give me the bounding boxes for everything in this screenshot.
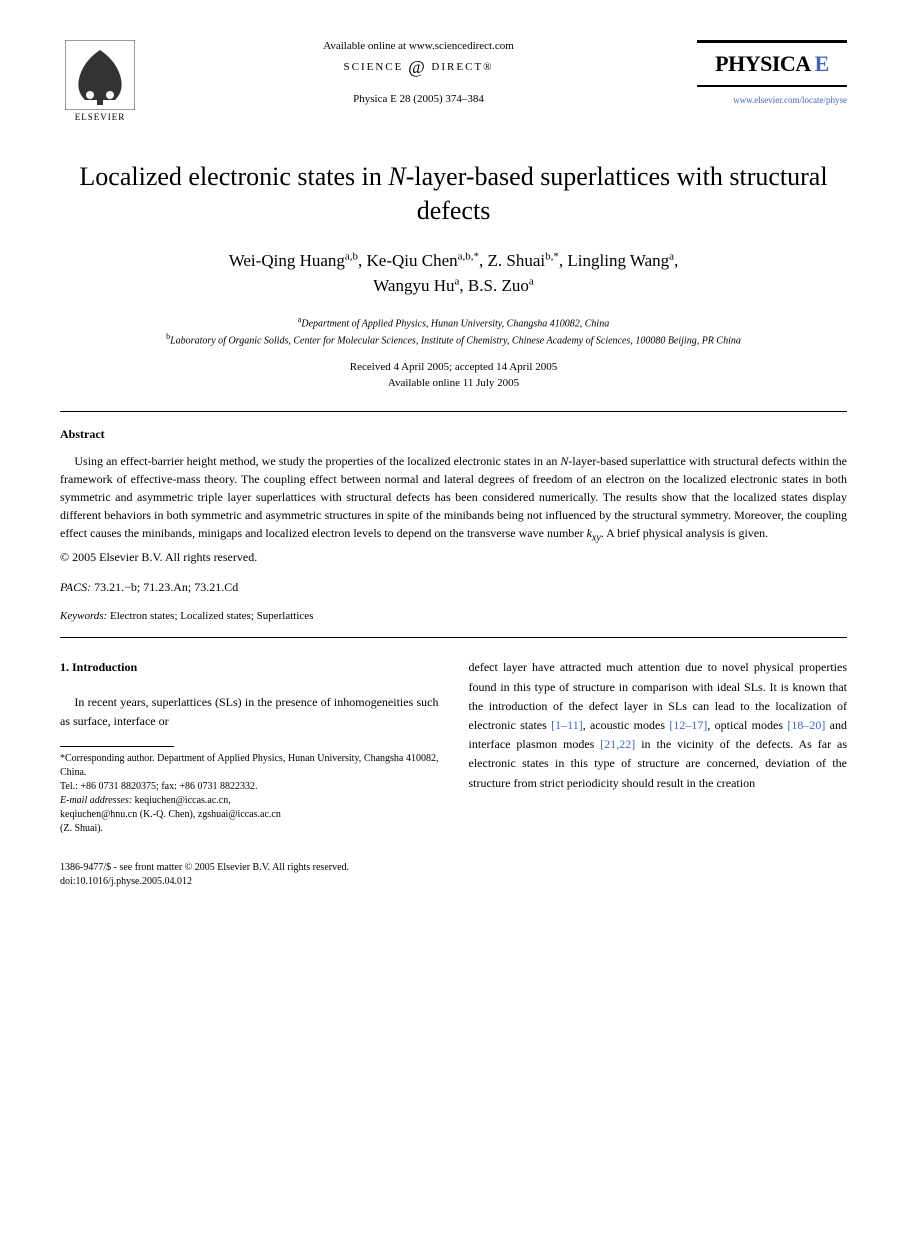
keywords-block: Keywords: Electron states; Localized sta… [60, 610, 847, 622]
keywords-values: Electron states; Localized states; Super… [107, 610, 313, 622]
sd-text-1: SCIENCE [344, 61, 404, 73]
pacs-label: PACS: [60, 580, 91, 594]
left-column: 1. Introduction In recent years, superla… [60, 658, 439, 836]
email-label: E-mail addresses: [60, 795, 132, 806]
author-1: Wei-Qing Huang [229, 251, 345, 270]
dates-block: Received 4 April 2005; accepted 14 April… [60, 360, 847, 391]
header-row: ELSEVIER Available online at www.science… [60, 40, 847, 130]
col2-p3: , optical modes [707, 718, 787, 732]
ref-18-20[interactable]: [18–20] [787, 718, 825, 732]
abstract-heading: Abstract [60, 427, 847, 442]
abs-p1: Using an effect-barrier height method, w… [74, 454, 560, 468]
center-header: Available online at www.sciencedirect.co… [140, 40, 697, 105]
ref-12-17[interactable]: [12–17] [669, 718, 707, 732]
available-online-text: Available online at www.sciencedirect.co… [160, 40, 677, 52]
physica-label: PHYSICA [715, 51, 811, 76]
author-3-sup: b,* [545, 250, 559, 262]
author-4-comma: , [674, 251, 678, 270]
abstract-text: Using an effect-barrier height method, w… [60, 452, 847, 545]
corresponding-author: *Corresponding author. Department of App… [60, 752, 439, 780]
authors-block: Wei-Qing Huanga,b, Ke-Qiu Chena,b,*, Z. … [60, 248, 847, 299]
email-1: keqiuchen@iccas.ac.cn, [132, 795, 231, 806]
copyright-text: © 2005 Elsevier B.V. All rights reserved… [60, 550, 847, 565]
aff-a-text: Department of Applied Physics, Hunan Uni… [301, 318, 609, 329]
ref-1-11[interactable]: [1–11] [551, 718, 583, 732]
sd-text-2: DIRECT® [431, 61, 493, 73]
physica-e-label: E [815, 51, 829, 76]
science-direct-logo: SCIENCE @ DIRECT® [160, 57, 677, 78]
email-2: keqiuchen@hnu.cn (K.-Q. Chen), zgshuai@i… [60, 808, 439, 822]
author-3-pre: , Z. Shuai [479, 251, 545, 270]
pacs-block: PACS: 73.21.−b; 71.23.An; 73.21.Cd [60, 580, 847, 595]
title-part1: Localized electronic states in [79, 162, 388, 191]
title-italic-N: N [388, 162, 405, 191]
footer-doi: doi:10.1016/j.physe.2005.04.012 [60, 875, 847, 889]
author-4-pre: , Lingling Wang [559, 251, 669, 270]
aff-b-text: Laboratory of Organic Solids, Center for… [170, 335, 741, 346]
author-2-sup: a,b,* [458, 250, 479, 262]
intro-para-right: defect layer have attracted much attenti… [469, 658, 848, 792]
right-header: PHYSICA E www.elsevier.com/locate/physe [697, 40, 847, 105]
elsevier-logo: ELSEVIER [60, 40, 140, 130]
footer-block: 1386-9477/$ - see front matter © 2005 El… [60, 861, 847, 889]
intro-para-left: In recent years, superlattices (SLs) in … [60, 693, 439, 731]
abs-sub-xy: xy [592, 532, 601, 543]
journal-url[interactable]: www.elsevier.com/locate/physe [697, 95, 847, 105]
tel-fax: Tel.: +86 0731 8820375; fax: +86 0731 88… [60, 780, 439, 794]
footer-line1: 1386-9477/$ - see front matter © 2005 El… [60, 861, 847, 875]
online-date: Available online 11 July 2005 [388, 377, 519, 389]
author-6-sup: a [529, 275, 534, 287]
footnote-block: *Corresponding author. Department of App… [60, 752, 439, 836]
divider-2 [60, 637, 847, 638]
journal-reference: Physica E 28 (2005) 374–384 [160, 93, 677, 105]
email-3: (Z. Shuai). [60, 822, 439, 836]
affiliations-block: aDepartment of Applied Physics, Hunan Un… [60, 314, 847, 349]
body-columns: 1. Introduction In recent years, superla… [60, 658, 847, 836]
author-1-sup: a,b [345, 250, 358, 262]
title-part3: -layer-based superlattices with structur… [406, 162, 828, 225]
abs-p3: . A brief physical analysis is given. [601, 526, 768, 540]
footnote-separator [60, 746, 174, 747]
pacs-values: 73.21.−b; 71.23.An; 73.21.Cd [91, 580, 238, 594]
elsevier-label: ELSEVIER [75, 112, 126, 122]
intro-heading: 1. Introduction [60, 658, 439, 677]
received-date: Received 4 April 2005; accepted 14 April… [350, 361, 557, 373]
author-2-pre: , Ke-Qiu Chen [358, 251, 458, 270]
sd-at-icon: @ [408, 57, 427, 77]
article-title: Localized electronic states in N-layer-b… [60, 160, 847, 228]
col2-p2: , acoustic modes [583, 718, 670, 732]
ref-21-22[interactable]: [21,22] [600, 737, 635, 751]
author-5: Wangyu Hu [373, 276, 454, 295]
keywords-label: Keywords: [60, 610, 107, 622]
divider-1 [60, 411, 847, 412]
elsevier-tree-icon [65, 40, 135, 110]
right-column: defect layer have attracted much attenti… [469, 658, 848, 836]
physica-logo-box: PHYSICA E [697, 40, 847, 87]
author-6-pre: , B.S. Zuo [459, 276, 528, 295]
